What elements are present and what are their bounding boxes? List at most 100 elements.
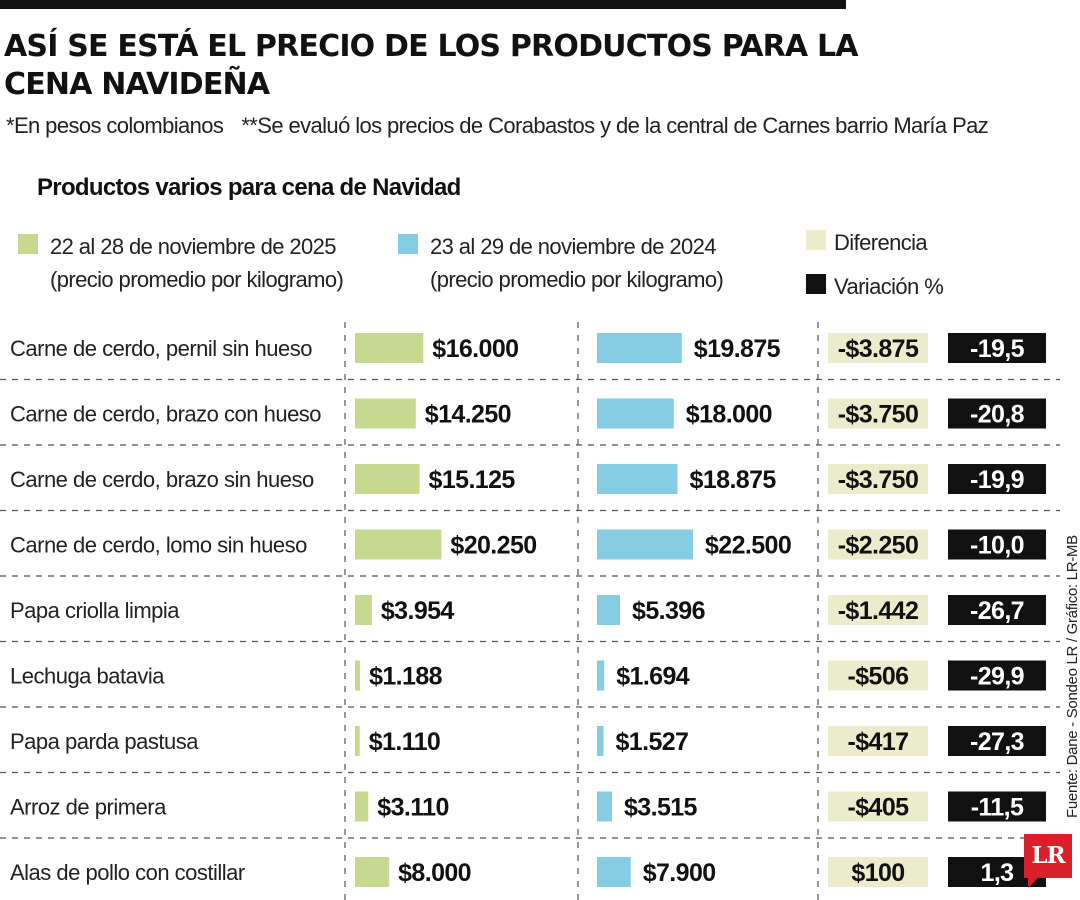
variation-box (948, 726, 1046, 756)
subtitle-notes: *En pesos colombianos **Se evaluó los pre… (6, 112, 1078, 140)
bar-2025 (355, 726, 360, 756)
bar-2024 (597, 791, 612, 822)
value-label-2025: $1.110 (369, 728, 441, 756)
variation-label: -26,7 (970, 597, 1024, 625)
difference-box (828, 857, 928, 887)
bar-2024 (597, 464, 678, 494)
difference-label: -$3.875 (838, 335, 919, 363)
variation-box (948, 398, 1046, 429)
variation-label: -10,0 (970, 532, 1024, 560)
source-credit: Fuente: Dane - Sondeo LR / Gráfico: LR-M… (1064, 535, 1080, 818)
bar-2024 (597, 529, 693, 560)
value-label-2025: $3.954 (381, 597, 455, 625)
bar-2024 (597, 726, 604, 756)
difference-box (828, 398, 928, 429)
variation-box (948, 791, 1046, 822)
legend-2025-line1: 22 al 28 de noviembre de 2025 (50, 234, 337, 259)
variation-label: -27,3 (970, 728, 1024, 756)
value-label-2024: $1.694 (616, 663, 690, 691)
legend-text-2025: 22 al 28 de noviembre de 2025 (precio pr… (50, 230, 344, 296)
variation-label: -20,8 (970, 401, 1025, 429)
bar-2025 (355, 464, 420, 494)
legend-swatch-2024 (398, 234, 418, 254)
value-label-2024: $22.500 (705, 532, 791, 560)
difference-box (828, 333, 928, 363)
difference-box (828, 660, 928, 691)
value-label-2025: $1.188 (369, 663, 443, 691)
legend-difference: Diferencia (806, 226, 928, 259)
value-label-2024: $3.515 (624, 794, 698, 822)
variation-label: -29,9 (970, 663, 1024, 691)
bar-2025 (355, 333, 424, 363)
price-table-chart: Carne de cerdo, pernil sin hueso $16.000 $… (0, 322, 1060, 900)
difference-label: -$506 (848, 663, 909, 691)
variation-box (948, 464, 1046, 494)
legend-2024-line1: 23 al 29 de noviembre de 2024 (430, 234, 717, 259)
bar-2025 (355, 595, 372, 625)
difference-label: -$1.442 (838, 597, 919, 625)
legend-swatch-2025 (18, 234, 38, 254)
bar-2024 (597, 398, 674, 429)
value-label-2024: $18.000 (686, 401, 772, 429)
bar-2025 (355, 791, 369, 822)
value-label-2025: $20.250 (450, 532, 536, 560)
difference-box (828, 464, 928, 494)
note-currency: *En pesos colombianos (6, 113, 224, 138)
variation-box (948, 660, 1046, 691)
difference-box (828, 529, 928, 560)
category-label: Carne de cerdo, lomo sin hueso (10, 533, 307, 558)
legend-text-2024: 23 al 29 de noviembre de 2024 (precio pr… (430, 230, 724, 296)
difference-label: -$3.750 (838, 401, 919, 429)
value-label-2024: $5.396 (632, 597, 705, 625)
category-label: Arroz de primera (10, 795, 167, 820)
legend-series-2025: 22 al 28 de noviembre de 2025 (precio pr… (18, 230, 344, 296)
category-label: Lechuga batavia (10, 664, 165, 689)
page-title: ASÍ SE ESTÁ EL PRECIO DE LOS PRODUCTOS P… (4, 29, 859, 102)
difference-box (828, 791, 928, 822)
value-label-2025: $15.125 (429, 466, 516, 494)
difference-label: $100 (851, 859, 904, 887)
category-label: Papa criolla limpia (10, 598, 180, 623)
value-label-2024: $19.875 (694, 335, 781, 363)
lr-logo: LR (1024, 834, 1072, 888)
variation-label: -19,9 (970, 466, 1024, 494)
top-rule (0, 0, 846, 9)
category-label: Alas de pollo con costillar (10, 860, 245, 885)
variation-label: -11,5 (971, 794, 1024, 822)
bar-2024 (597, 333, 682, 363)
legend-series-2024: 23 al 29 de noviembre de 2024 (precio pr… (398, 230, 724, 296)
bar-2025 (355, 857, 390, 887)
variation-box (948, 333, 1046, 363)
category-label: Papa parda pastusa (10, 729, 199, 754)
difference-label: -$405 (848, 794, 910, 822)
variation-label: -19,5 (970, 335, 1025, 363)
bar-2024 (597, 660, 605, 691)
legend-swatch-variation (806, 274, 826, 294)
bar-2024 (597, 595, 621, 625)
value-label-2025: $3.110 (377, 794, 449, 822)
value-label-2024: $1.527 (616, 728, 689, 756)
bar-2024 (597, 857, 631, 887)
difference-box (828, 595, 928, 625)
bar-2025 (355, 398, 416, 429)
legend-text-variation: Variación % (834, 274, 944, 299)
difference-box (828, 726, 928, 756)
variation-label: 1,3 (981, 859, 1014, 887)
bar-2025 (355, 529, 442, 560)
value-label-2024: $18.875 (690, 466, 777, 494)
section-title: Productos varios para cena de Navidad (37, 174, 461, 201)
difference-label: -$2.250 (838, 532, 919, 560)
value-label-2025: $8.000 (398, 859, 471, 887)
legend-variation: Variación % (806, 270, 944, 303)
legend-2025-line2: (precio promedio por kilogramo) (50, 267, 344, 292)
difference-label: -$3.750 (838, 466, 919, 494)
value-label-2025: $14.250 (425, 401, 511, 429)
legend-2024-line2: (precio promedio por kilogramo) (430, 267, 724, 292)
value-label-2024: $7.900 (643, 859, 716, 887)
variation-box (948, 529, 1046, 560)
legend-swatch-difference (806, 230, 826, 250)
value-label-2025: $16.000 (432, 335, 518, 363)
bar-2025 (355, 660, 361, 691)
category-label: Carne de cerdo, brazo con hueso (10, 402, 321, 427)
variation-box (948, 595, 1046, 625)
